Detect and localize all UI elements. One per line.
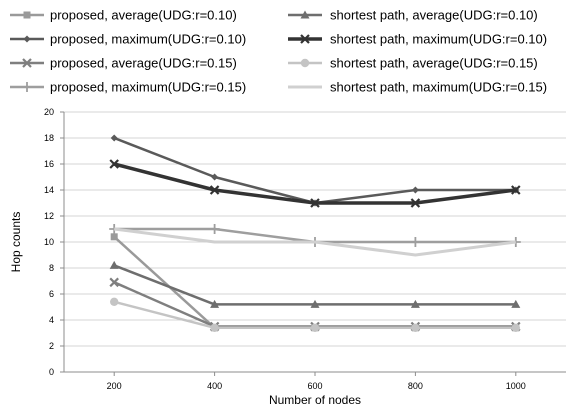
legend-marker — [22, 82, 32, 92]
series-8 — [114, 227, 516, 257]
data-point — [410, 198, 421, 208]
legend-marker — [23, 11, 31, 19]
data-point — [110, 297, 119, 306]
series-2 — [109, 260, 521, 308]
data-point — [109, 277, 119, 288]
series-line — [113, 264, 516, 306]
legend-item: shortest path, maximum(UDG:r=0.10) — [288, 32, 547, 47]
series-line — [113, 136, 516, 205]
y-tick-label: 8 — [49, 263, 54, 273]
legend-marker — [300, 58, 310, 68]
legend-item: proposed, average(UDG:r=0.15) — [10, 56, 237, 71]
y-tick-label: 14 — [44, 185, 54, 195]
data-series — [109, 134, 521, 332]
legend-marker — [22, 58, 32, 68]
data-point — [210, 299, 220, 308]
series-line — [113, 162, 517, 205]
legend-label: proposed, maximum(UDG:r=0.10) — [50, 32, 246, 47]
x-tick-label: 1000 — [506, 381, 526, 391]
y-tick-label: 10 — [44, 237, 54, 247]
y-tick-label: 12 — [44, 211, 54, 221]
legend-item: shortest path, average(UDG:r=0.15) — [288, 56, 538, 71]
y-tick-label: 4 — [49, 315, 54, 325]
data-point — [511, 323, 520, 332]
legend-label: proposed, average(UDG:r=0.10) — [50, 8, 237, 23]
y-tick-label: 16 — [44, 159, 54, 169]
data-point — [411, 323, 420, 332]
y-tick-label: 6 — [49, 289, 54, 299]
legend-marker — [300, 10, 310, 19]
chart-axes: 0 2 4 6 8 10 12 14 16 18 20 200 400 600 800 1000 — [44, 107, 526, 391]
data-point — [109, 260, 119, 269]
chart-legend: proposed, average(UDG:r=0.10) shortest pa… — [10, 8, 547, 95]
data-point — [310, 323, 320, 332]
data-point — [410, 237, 421, 247]
axis-labels: Number of nodes Hop counts — [9, 212, 361, 407]
data-point — [110, 233, 118, 241]
series-3 — [110, 134, 520, 207]
y-tick-label: 18 — [44, 133, 54, 143]
x-tick-label: 400 — [207, 381, 222, 391]
data-point — [209, 224, 220, 234]
legend-item: shortest path, maximum(UDG:r=0.15) — [288, 80, 547, 95]
data-point — [110, 134, 118, 142]
y-tick-label: 20 — [44, 107, 54, 117]
data-point — [411, 186, 419, 194]
x-tick-label: 600 — [307, 381, 322, 391]
legend-item: proposed, maximum(UDG:r=0.15) — [10, 80, 246, 95]
legend-marker — [300, 34, 310, 44]
x-tick-label: 800 — [408, 381, 423, 391]
data-point — [109, 159, 119, 169]
y-tick-label: 2 — [49, 341, 54, 351]
legend-label: proposed, average(UDG:r=0.15) — [50, 56, 237, 71]
data-point — [211, 173, 219, 181]
legend-label: shortest path, average(UDG:r=0.15) — [330, 56, 538, 71]
data-point — [511, 299, 521, 308]
series-6 — [110, 297, 520, 332]
legend-label: shortest path, maximum(UDG:r=0.10) — [330, 32, 547, 47]
legend-item: proposed, maximum(UDG:r=0.10) — [10, 32, 246, 47]
data-point — [410, 299, 420, 308]
data-point — [210, 323, 219, 332]
data-point — [511, 185, 521, 195]
legend-item: proposed, average(UDG:r=0.10) — [10, 8, 237, 23]
series-line — [114, 227, 516, 257]
data-point — [209, 185, 220, 195]
legend-label: shortest path, average(UDG:r=0.10) — [330, 8, 538, 23]
data-point — [310, 198, 320, 208]
legend-label: proposed, maximum(UDG:r=0.15) — [50, 80, 246, 95]
y-tick-label: 0 — [49, 367, 54, 377]
x-axis-label: Number of nodes — [269, 393, 361, 407]
y-axis-label: Hop counts — [9, 212, 23, 273]
x-tick-label: 200 — [107, 381, 122, 391]
legend-item: shortest path, average(UDG:r=0.10) — [288, 8, 538, 23]
legend-marker — [23, 35, 31, 43]
data-point — [310, 299, 320, 308]
series-4 — [109, 159, 521, 208]
legend-label: shortest path, maximum(UDG:r=0.15) — [330, 80, 547, 95]
